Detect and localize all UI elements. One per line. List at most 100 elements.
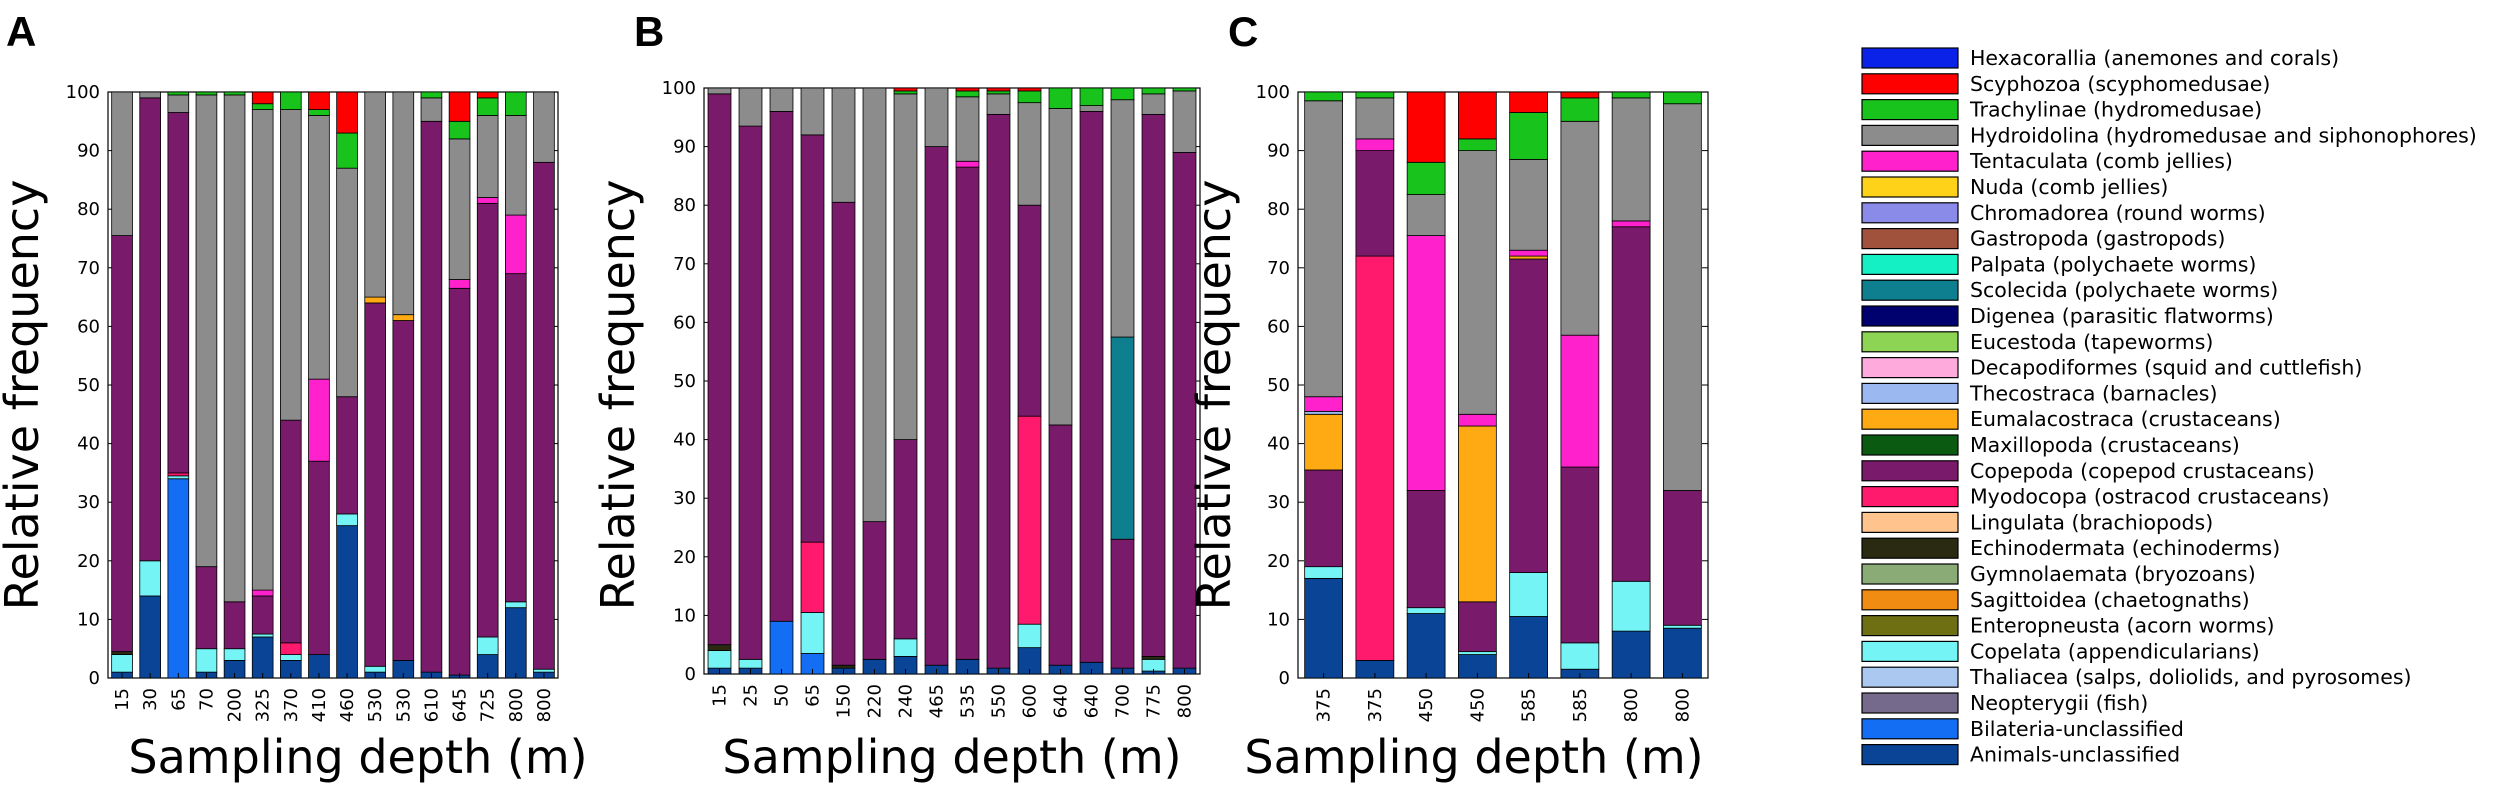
legend-swatch bbox=[1861, 382, 1959, 404]
bar-segment-hydroidolina-hydromedusae-and-siphonophores bbox=[1304, 100, 1343, 398]
bar-segment-copepoda-copepod-crustaceans bbox=[533, 161, 555, 670]
bar-segment-eumalacostraca-crustaceans bbox=[1458, 425, 1497, 603]
bar-segment-hydroidolina-hydromedusae-and-siphonophores bbox=[280, 109, 302, 421]
bar-segment-copepoda-copepod-crustaceans bbox=[336, 396, 358, 515]
x-tick-label: 535 bbox=[958, 684, 979, 718]
y-tick-label: 70 bbox=[77, 258, 100, 279]
y-tick-label: 0 bbox=[89, 668, 100, 689]
x-tick-label: 585 bbox=[1570, 688, 1591, 722]
bar-segment-copepoda-copepod-crustaceans bbox=[223, 601, 246, 650]
bar-14 bbox=[505, 91, 527, 679]
bar-segment-scyphozoa-scyphomedusae bbox=[986, 87, 1011, 92]
y-tick-label: 10 bbox=[673, 605, 696, 626]
bar-segment-trachylinae-hydromedusae bbox=[1509, 112, 1548, 160]
legend-item-lingulata-brachiopods: Lingulata (brachiopods) bbox=[1861, 510, 2213, 534]
bar-segment-scyphozoa-scyphomedusae bbox=[448, 91, 471, 122]
bar-segment-scyphozoa-scyphomedusae bbox=[308, 91, 330, 110]
bar-segment-copelata-appendicularians bbox=[1406, 607, 1446, 614]
bar-segment-copepoda-copepod-crustaceans bbox=[1304, 469, 1343, 568]
x-tick-label: 240 bbox=[896, 684, 917, 718]
bar-segment-trachylinae-hydromedusae bbox=[1458, 138, 1497, 152]
x-tick-label: 800 bbox=[1621, 688, 1642, 722]
bar-segment-trachylinae-hydromedusae bbox=[336, 132, 358, 169]
bar-segment-copepoda-copepod-crustaceans bbox=[1458, 601, 1497, 653]
x-tick-label: 800 bbox=[534, 688, 555, 722]
bar-segment-scyphozoa-scyphomedusae bbox=[1406, 91, 1446, 163]
legend-swatch bbox=[1861, 486, 1959, 508]
y-tick-label: 80 bbox=[1267, 199, 1290, 220]
bar-segment-copelata-appendicularians bbox=[167, 475, 190, 480]
bar-segment-copelata-appendicularians bbox=[1458, 651, 1497, 655]
bar-segment-copelata-appendicularians bbox=[195, 648, 218, 673]
bar-segment-bilateria-unclassified bbox=[167, 478, 190, 679]
legend-item-enteropneusta-acorn-worms: Enteropneusta (acorn worms) bbox=[1861, 614, 2275, 638]
bar-segment-scyphozoa-scyphomedusae bbox=[1458, 91, 1497, 140]
legend-item-decapodiformes-squid-and-cuttlefish: Decapodiformes (squid and cuttlefish) bbox=[1861, 356, 2362, 380]
legend-label: Echinodermata (echinoderms) bbox=[1970, 536, 2280, 560]
bar-segment-tentaculata-comb-jellies bbox=[1560, 334, 1600, 468]
legend-label: Digenea (parasitic flatworms) bbox=[1970, 304, 2274, 328]
bar-segment-hydroidolina-hydromedusae-and-siphonophores bbox=[738, 87, 763, 127]
bar-segment-copepoda-copepod-crustaceans bbox=[1355, 150, 1395, 257]
bar-segment-copepoda-copepod-crustaceans bbox=[1663, 490, 1702, 626]
bar-segment-copelata-appendicularians bbox=[738, 658, 763, 669]
x-tick-label: 150 bbox=[834, 684, 855, 718]
bar-segment-hydroidolina-hydromedusae-and-siphonophores bbox=[336, 167, 358, 398]
y-tick-label: 20 bbox=[673, 547, 696, 568]
legend-item-copelata-appendicularians: Copelata (appendicularians) bbox=[1861, 639, 2260, 663]
y-tick-label: 50 bbox=[1267, 375, 1290, 396]
bar-segment-animals-unclassified bbox=[251, 636, 274, 679]
bar-segment-hydroidolina-hydromedusae-and-siphonophores bbox=[476, 115, 499, 198]
bar-segment-trachylinae-hydromedusae bbox=[308, 109, 330, 116]
bar-segment-hydroidolina-hydromedusae-and-siphonophores bbox=[955, 96, 980, 162]
bar-segment-copelata-appendicularians bbox=[800, 612, 825, 654]
bar-6 bbox=[893, 87, 918, 675]
bar-segment-copelata-appendicularians bbox=[1017, 623, 1042, 649]
legend-swatch bbox=[1861, 743, 1959, 766]
bar-segment-tentaculata-comb-jellies bbox=[1355, 138, 1395, 152]
bar-segment-copelata-appendicularians bbox=[139, 560, 161, 597]
bar-9 bbox=[986, 87, 1011, 675]
panel-letter-b: B bbox=[634, 8, 664, 55]
bar-segment-eumalacostraca-crustaceans bbox=[392, 314, 415, 321]
bar-segment-hydroidolina-hydromedusae-and-siphonophores bbox=[1110, 99, 1135, 338]
bar-1 bbox=[738, 87, 763, 675]
legend-swatch bbox=[1861, 640, 1959, 663]
bar-segment-trachylinae-hydromedusae bbox=[223, 91, 246, 96]
bar-segment-tentaculata-comb-jellies bbox=[251, 589, 274, 597]
x-tick-label: 725 bbox=[478, 688, 499, 722]
bar-segment-hydroidolina-hydromedusae-and-siphonophores bbox=[1406, 194, 1446, 236]
bar-segment-scyphozoa-scyphomedusae bbox=[1017, 87, 1042, 92]
bar-segment-hydroidolina-hydromedusae-and-siphonophores bbox=[986, 93, 1011, 115]
x-tick-label: 410 bbox=[309, 688, 330, 722]
bar-10 bbox=[1017, 87, 1042, 675]
bar-segment-trachylinae-hydromedusae bbox=[476, 97, 499, 116]
bar-segment-trachylinae-hydromedusae bbox=[280, 91, 302, 110]
bar-segment-hydroidolina-hydromedusae-and-siphonophores bbox=[1172, 90, 1197, 153]
bar-0 bbox=[111, 91, 133, 679]
x-tick-label: 65 bbox=[803, 684, 824, 707]
bar-segment-copepoda-copepod-crustaceans bbox=[1141, 113, 1166, 657]
legend-swatch bbox=[1861, 408, 1959, 430]
bar-segment-trachylinae-hydromedusae bbox=[251, 103, 274, 110]
bar-segment-hydroidolina-hydromedusae-and-siphonophores bbox=[1079, 105, 1104, 112]
bar-segment-hydroidolina-hydromedusae-and-siphonophores bbox=[769, 87, 794, 112]
bar-segment-hydroidolina-hydromedusae-and-siphonophores bbox=[800, 87, 825, 136]
bar-4 bbox=[223, 91, 246, 679]
legend-swatch bbox=[1861, 73, 1959, 95]
legend-label: Trachylinae (hydromedusae) bbox=[1969, 98, 2262, 122]
bar-segment-trachylinae-hydromedusae bbox=[505, 91, 527, 116]
bar-segment-myodocopa-ostracod-crustaceans bbox=[800, 541, 825, 613]
bar-segment-eumalacostraca-crustaceans bbox=[364, 296, 386, 304]
y-axis-label-c: Relative frequency bbox=[1187, 180, 1241, 611]
bar-segment-animals-unclassified bbox=[1304, 577, 1343, 679]
bar-segment-animals-unclassified bbox=[1509, 616, 1548, 679]
bar-segment-hydroidolina-hydromedusae-and-siphonophores bbox=[251, 109, 274, 591]
y-tick-label: 10 bbox=[1267, 609, 1290, 630]
x-tick-label: 800 bbox=[506, 688, 527, 722]
y-tick-label: 30 bbox=[1267, 492, 1290, 513]
bar-segment-trachylinae-hydromedusae bbox=[1110, 87, 1135, 101]
legend-label: Eucestoda (tapeworms) bbox=[1970, 330, 2213, 354]
x-axis-label-a: Sampling depth (m) bbox=[128, 730, 587, 784]
